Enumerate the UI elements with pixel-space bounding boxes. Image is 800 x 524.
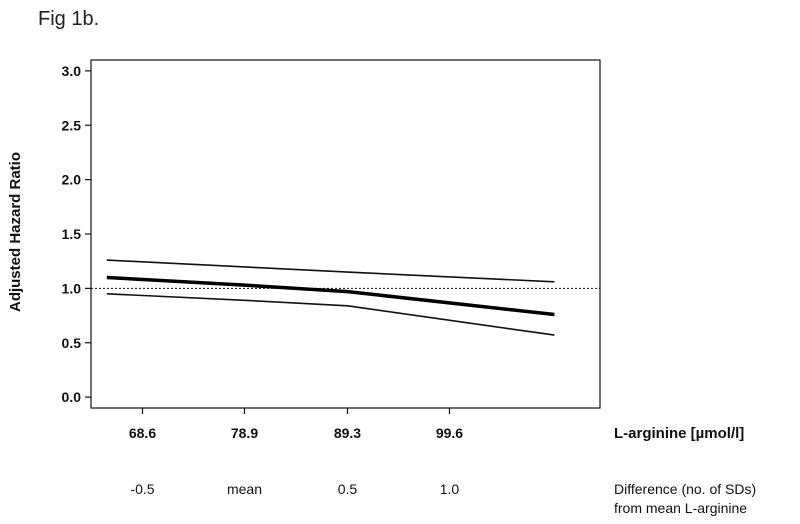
y-tick-label: 2.0 [62,172,82,188]
y-tick-label: 0.0 [62,389,82,405]
x-axis-title: L-arginine [µmol/l] [614,425,744,442]
y-tick-label: 2.5 [62,117,82,133]
x-tick-label: 89.3 [334,425,361,441]
x-tick-label: 68.6 [129,425,156,441]
series-line-lower [106,293,555,336]
plot-frame [90,59,601,409]
y-tick-label: 0.5 [62,335,82,351]
difference-tick-label: -0.5 [130,481,154,497]
difference-axis-title-line1: Difference (no. of SDs) [614,481,756,497]
y-tick-label: 1.0 [62,280,82,296]
series-line-estimate [106,275,555,317]
difference-tick-label: 0.5 [338,481,358,497]
difference-tick-label: mean [227,481,262,497]
difference-tick-label: 1.0 [440,481,460,497]
series-line-upper [106,259,555,283]
difference-axis-title-line2: from mean L-arginine [614,500,747,516]
y-tick-label: 1.5 [62,226,82,242]
figure-caption: Fig 1b. [38,8,100,30]
y-axis-title: Adjusted Hazard Ratio [7,152,24,312]
y-tick-label: 3.0 [62,63,82,79]
x-tick-label: 99.6 [436,425,463,441]
x-tick-label: 78.9 [231,425,258,441]
